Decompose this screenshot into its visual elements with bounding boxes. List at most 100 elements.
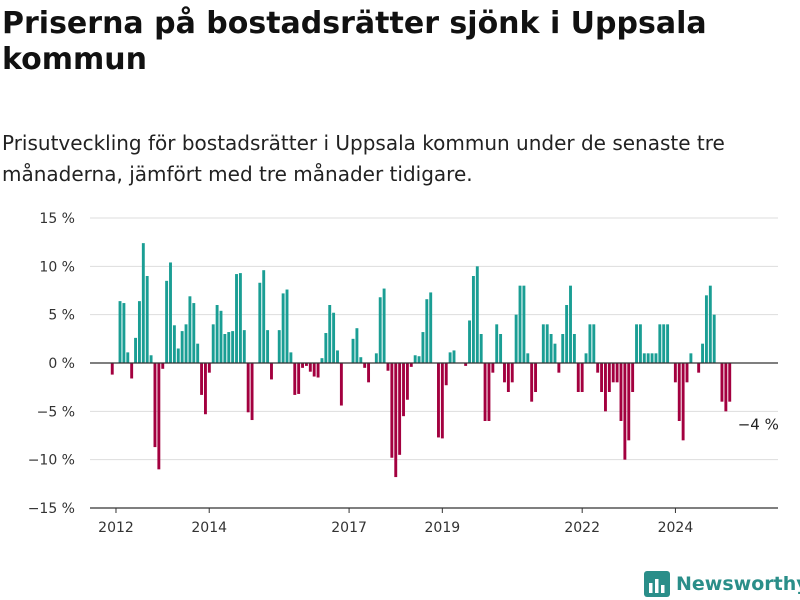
bar	[510, 363, 514, 383]
bar	[534, 363, 538, 392]
bar	[378, 297, 382, 363]
bar	[619, 363, 623, 421]
bar	[149, 355, 153, 363]
bar	[530, 363, 534, 402]
bar	[312, 363, 316, 377]
bar	[522, 285, 526, 363]
x-axis-tick-labels: 2012 2014 2017 2019 2022 2024	[98, 520, 693, 536]
bar	[596, 363, 600, 373]
bar	[697, 363, 701, 373]
x-axis-ticks	[115, 508, 676, 514]
bar	[576, 363, 580, 392]
bar	[289, 352, 293, 363]
y-tick-label: 0 %	[48, 356, 75, 372]
bar	[491, 363, 495, 373]
bar	[708, 285, 712, 363]
bar	[134, 337, 137, 363]
bar	[475, 266, 479, 363]
bar	[270, 363, 273, 380]
bar	[118, 301, 122, 363]
bar	[572, 334, 576, 363]
bar	[250, 363, 254, 421]
bar	[390, 363, 394, 458]
bar	[153, 363, 157, 448]
bar	[382, 288, 386, 363]
bar	[592, 324, 596, 363]
bar	[374, 353, 378, 363]
bar	[207, 363, 211, 373]
newsworthy-logo: Newsworthy	[644, 570, 800, 598]
gridlines	[90, 217, 778, 461]
bar	[506, 363, 510, 392]
bar	[662, 324, 666, 363]
bar	[394, 363, 398, 478]
bar	[704, 295, 708, 363]
bar	[440, 363, 444, 439]
bar	[429, 292, 433, 363]
bar	[569, 285, 572, 363]
bar	[285, 289, 289, 363]
bar	[518, 285, 522, 363]
bar	[495, 324, 499, 363]
y-tick-label: 15 %	[39, 211, 75, 227]
bar	[588, 324, 592, 363]
brand-name: Newsworthy	[676, 573, 800, 595]
bar	[281, 293, 285, 363]
bar	[192, 303, 196, 363]
bar	[180, 331, 184, 363]
bar	[297, 363, 301, 394]
bar	[110, 363, 114, 375]
bar	[561, 334, 565, 363]
bar	[126, 352, 130, 363]
bar	[627, 363, 631, 441]
bar	[646, 353, 650, 363]
bar	[242, 330, 246, 363]
bar	[611, 363, 615, 383]
bar	[514, 314, 518, 364]
bar	[638, 324, 642, 363]
newsworthy-chart-logo-icon	[644, 571, 670, 597]
bar	[402, 363, 405, 417]
bar	[386, 363, 390, 371]
bar	[666, 324, 670, 363]
bar	[137, 301, 141, 363]
bar	[238, 273, 242, 363]
bar	[266, 330, 270, 363]
bar	[701, 343, 704, 363]
bar	[417, 356, 421, 363]
bar	[623, 363, 627, 460]
bar	[204, 363, 207, 415]
bar	[215, 305, 219, 363]
bar	[176, 348, 180, 363]
bar	[172, 325, 176, 363]
bar	[161, 363, 165, 369]
bar	[600, 363, 604, 392]
bar	[421, 332, 425, 363]
bar	[499, 334, 503, 363]
bar	[677, 363, 681, 421]
bar	[359, 357, 363, 363]
bar	[351, 338, 355, 363]
bar	[184, 324, 188, 363]
bar	[654, 353, 658, 363]
bar	[258, 282, 262, 363]
bar	[464, 363, 468, 366]
bar	[526, 353, 530, 363]
bar	[196, 343, 200, 363]
bar	[157, 363, 161, 470]
bar	[553, 343, 557, 363]
bars	[110, 243, 732, 478]
bar	[650, 353, 654, 363]
bar	[227, 332, 231, 363]
bar	[479, 334, 483, 363]
bar	[332, 312, 336, 363]
y-tick-label: 5 %	[48, 308, 75, 324]
bar	[584, 353, 588, 363]
bar	[724, 363, 728, 412]
bar	[673, 363, 677, 383]
y-tick-label: −5 %	[37, 404, 75, 420]
bar	[685, 363, 689, 383]
bar	[165, 280, 169, 363]
x-tick-label: 2022	[564, 520, 600, 536]
